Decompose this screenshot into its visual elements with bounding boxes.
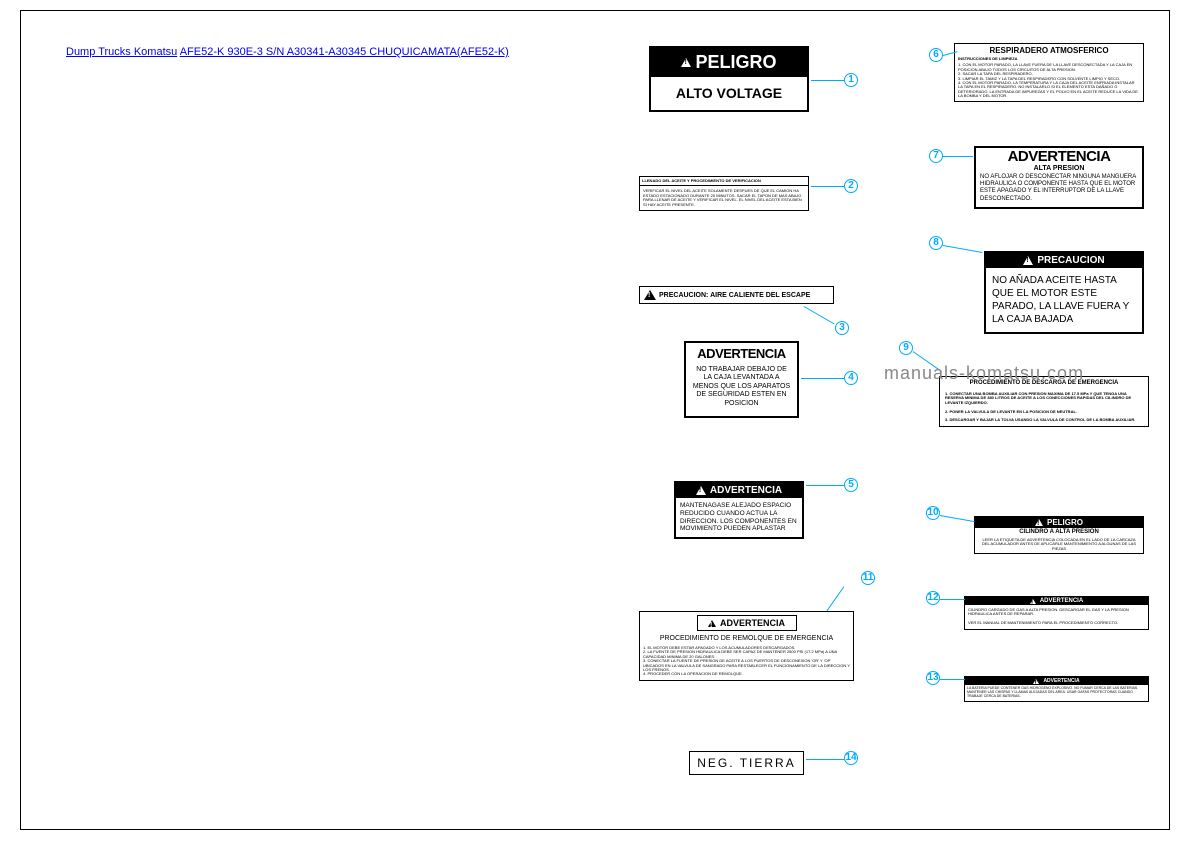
leader-line [940, 599, 965, 600]
l14-body: NEG. TIERRA [697, 756, 795, 770]
warning-triangle-icon [1023, 256, 1033, 265]
callout-1: 1 [844, 73, 858, 87]
breadcrumb-link-1[interactable]: Dump Trucks Komatsu [66, 46, 177, 58]
l10-sub: CILINDRO A ALTA PRESION [975, 528, 1143, 536]
label-alta-presion: ADVERTENCIA ALTA PRESION NO AFLOJAR O DE… [974, 146, 1144, 209]
leader-line [811, 186, 844, 187]
warning-triangle-icon [708, 620, 716, 627]
l2-title: LLENADO DEL ACEITE Y PROCEDIMIENTO DE VE… [640, 177, 808, 186]
label-cilindro-alta-presion: PELIGRO CILINDRO A ALTA PRESION LEER LA … [974, 516, 1144, 554]
callout-6: 6 [929, 48, 943, 62]
leader-line [943, 245, 983, 253]
l13-header: ADVERTENCIA [1043, 678, 1079, 684]
l11-header: ADVERTENCIA [720, 618, 785, 628]
l7-body: NO AFLOJAR O DESCONECTAR NINGUNA MANGUER… [976, 172, 1142, 207]
leader-line [940, 679, 965, 680]
label-respiradero: RESPIRADERO ATMOSFERICO INSTRUCCIONES DE… [954, 43, 1144, 102]
callout-2: 2 [844, 179, 858, 193]
l3-body: PRECAUCION: AIRE CALIENTE DEL ESCAPE [659, 292, 810, 299]
diagram-area: PELIGRO ALTO VOLTAGE LLENADO DEL ACEITE … [629, 31, 1159, 831]
l12-header: ADVERTENCIA [1040, 598, 1083, 604]
l10-header: PELIGRO [1047, 518, 1083, 527]
l11-sub: PROCEDIMIENTO DE REMOLQUE DE EMERGENCIA [640, 634, 853, 643]
leader-line [940, 515, 975, 522]
breadcrumb-link-2[interactable]: AFE52-K 930E-3 S/N A30341-A30345 CHUQUIC… [180, 46, 509, 58]
label-aire-caliente: PRECAUCION: AIRE CALIENTE DEL ESCAPE [639, 286, 834, 304]
callout-14: 14 [844, 751, 858, 765]
l5-header: ADVERTENCIA [710, 485, 782, 496]
l10-body: LEER LA ETIQUETA DE ADVERTENCIA COLOCADA… [975, 536, 1143, 553]
l12-body: CILINDRO CARGADO DE GAS A ALTA PRESION. … [965, 605, 1148, 629]
callout-8: 8 [929, 236, 943, 250]
callout-7: 7 [929, 149, 943, 163]
label-no-anada-aceite: PRECAUCION NO AÑADA ACEITE HASTA QUE EL … [984, 251, 1144, 334]
warning-triangle-icon [696, 486, 706, 495]
callout-5: 5 [844, 478, 858, 492]
l7-header: ADVERTENCIA [976, 148, 1142, 165]
page-frame: Dump Trucks Komatsu AFE52-K 930E-3 S/N A… [20, 10, 1170, 830]
label-llenado-aceite: LLENADO DEL ACEITE Y PROCEDIMIENTO DE VE… [639, 176, 809, 211]
label-no-trabajar: ADVERTENCIA NO TRABAJAR DEBAJO DE LA CAJ… [684, 341, 799, 418]
callout-13: 13 [926, 671, 940, 685]
warning-triangle-icon [681, 58, 691, 67]
alto-voltage-text: ALTO VOLTAGE [651, 77, 807, 110]
l13-body: LA BATERIA PUEDE CONTENER GAS HIDROGENO … [965, 685, 1148, 701]
callout-4: 4 [844, 371, 858, 385]
peligro-header-text: PELIGRO [695, 52, 776, 73]
l4-header: ADVERTENCIA [686, 343, 797, 364]
callout-3: 3 [835, 321, 849, 335]
label-remolque-emergencia: ADVERTENCIA PROCEDIMIENTO DE REMOLQUE DE… [639, 611, 854, 681]
l9-body: 1. CONECTAR UNA BOMBA AUXILIAR CON PRESI… [940, 389, 1148, 426]
warning-triangle-icon [1035, 519, 1043, 526]
leader-line [806, 485, 844, 486]
leader-line [801, 378, 844, 379]
l8-body: NO AÑADA ACEITE HASTA QUE EL MOTOR ESTE … [986, 268, 1142, 332]
breadcrumb: Dump Trucks Komatsu AFE52-K 930E-3 S/N A… [66, 46, 509, 58]
label-cilindro-gas: ADVERTENCIA CILINDRO CARGADO DE GAS A AL… [964, 596, 1149, 630]
leader-line [826, 586, 844, 611]
l7-sub: ALTA PRESION [976, 165, 1142, 172]
watermark-text: manuals-komatsu.com [884, 363, 1084, 384]
warning-triangle-icon [1033, 679, 1039, 684]
callout-10: 10 [926, 506, 940, 520]
leader-line [943, 156, 973, 157]
l2-body: VERIFICAR EL NIVEL DEL ACEITE SOLAMENTE … [640, 186, 808, 210]
warning-triangle-icon [1030, 599, 1036, 604]
label-peligro-alto-voltage: PELIGRO ALTO VOLTAGE [649, 46, 809, 112]
l5-body: MANTENAGASE ALEJADO ESPACIO REDUCIDO CUA… [676, 498, 802, 537]
callout-9: 9 [899, 341, 913, 355]
label-neg-tierra: NEG. TIERRA [689, 751, 804, 775]
warning-triangle-icon [644, 290, 656, 300]
label-bateria: ADVERTENCIA LA BATERIA PUEDE CONTENER GA… [964, 676, 1149, 702]
label-mantengase-alejado: ADVERTENCIA MANTENAGASE ALEJADO ESPACIO … [674, 481, 804, 539]
l8-header: PRECAUCION [1037, 255, 1104, 266]
leader-line [806, 759, 844, 760]
leader-line [804, 306, 835, 324]
l4-body: NO TRABAJAR DEBAJO DE LA CAJA LEVANTADA … [686, 364, 797, 416]
leader-line [811, 80, 844, 81]
callout-11: 11 [861, 571, 875, 585]
l6-body: 1. CON EL MOTOR PARADO, LA LLAVE FUERA D… [955, 61, 1143, 100]
callout-12: 12 [926, 591, 940, 605]
l11-body: 1. EL MOTOR DEBE ESTAR APAGADO Y LOS ACU… [640, 643, 853, 680]
